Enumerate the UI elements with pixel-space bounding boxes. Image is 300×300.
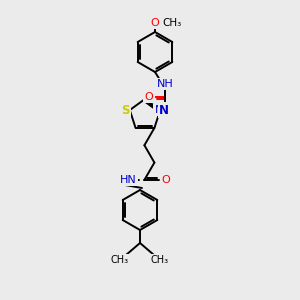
Text: S: S — [122, 103, 130, 117]
Text: NH: NH — [157, 79, 173, 89]
Text: N: N — [159, 103, 169, 117]
Text: CH₃: CH₃ — [111, 255, 129, 265]
Text: O: O — [151, 18, 159, 28]
Text: O: O — [161, 175, 170, 185]
Text: CH₃: CH₃ — [151, 255, 169, 265]
Text: CH₃: CH₃ — [162, 18, 182, 28]
Text: HN: HN — [120, 175, 137, 185]
Text: O: O — [145, 92, 153, 102]
Text: NH: NH — [154, 105, 171, 115]
